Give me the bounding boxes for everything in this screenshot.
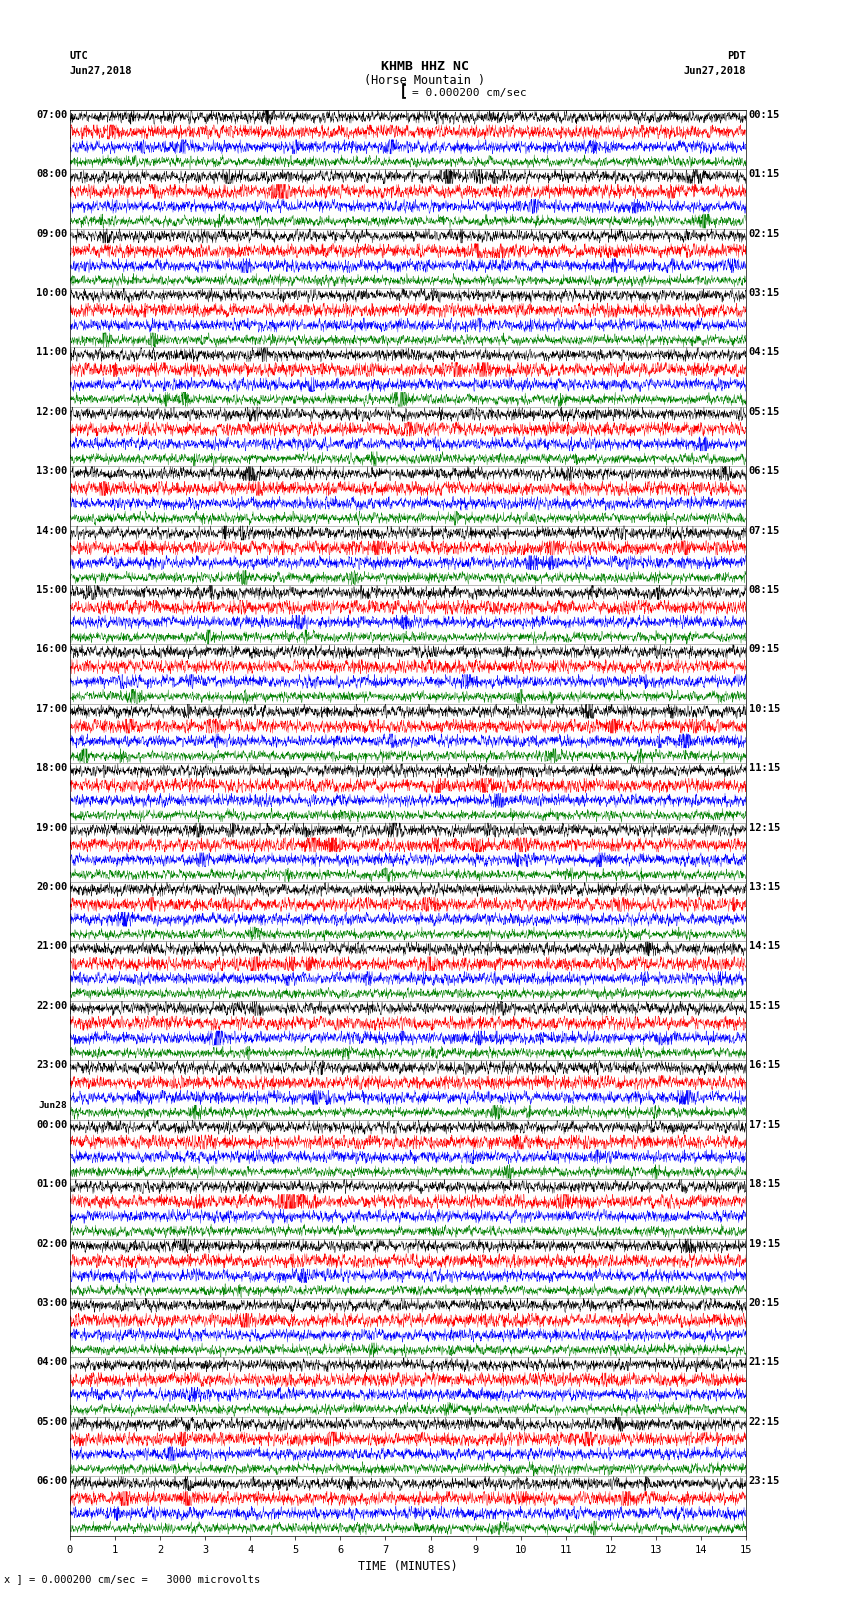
Text: 07:15: 07:15	[749, 526, 780, 536]
Text: 23:15: 23:15	[749, 1476, 780, 1486]
Text: 18:00: 18:00	[36, 763, 67, 773]
Text: 16:15: 16:15	[749, 1060, 780, 1071]
Text: 13:15: 13:15	[749, 882, 780, 892]
Text: 19:15: 19:15	[749, 1239, 780, 1248]
Text: 03:15: 03:15	[749, 287, 780, 298]
Text: 05:15: 05:15	[749, 406, 780, 416]
Text: 21:15: 21:15	[749, 1358, 780, 1368]
Text: 11:15: 11:15	[749, 763, 780, 773]
Text: 06:15: 06:15	[749, 466, 780, 476]
Text: 14:15: 14:15	[749, 942, 780, 952]
Text: 15:00: 15:00	[36, 586, 67, 595]
Text: 09:15: 09:15	[749, 644, 780, 655]
Text: 07:00: 07:00	[36, 110, 67, 119]
Text: 20:15: 20:15	[749, 1298, 780, 1308]
Text: 10:15: 10:15	[749, 703, 780, 715]
Text: 05:00: 05:00	[36, 1416, 67, 1428]
Text: Jun27,2018: Jun27,2018	[70, 66, 133, 76]
Text: = 0.000200 cm/sec: = 0.000200 cm/sec	[412, 89, 527, 98]
Text: 01:00: 01:00	[36, 1179, 67, 1189]
Text: PDT: PDT	[728, 52, 746, 61]
Text: 22:00: 22:00	[36, 1000, 67, 1011]
Text: 01:15: 01:15	[749, 169, 780, 179]
Text: 23:00: 23:00	[36, 1060, 67, 1071]
Text: 15:15: 15:15	[749, 1000, 780, 1011]
Text: 02:00: 02:00	[36, 1239, 67, 1248]
Text: 14:00: 14:00	[36, 526, 67, 536]
Text: Jun28: Jun28	[38, 1102, 67, 1110]
Text: 08:00: 08:00	[36, 169, 67, 179]
Text: 09:00: 09:00	[36, 229, 67, 239]
Text: 16:00: 16:00	[36, 644, 67, 655]
Text: 04:15: 04:15	[749, 347, 780, 358]
Text: 22:15: 22:15	[749, 1416, 780, 1428]
Text: 19:00: 19:00	[36, 823, 67, 832]
Text: KHMB HHZ NC: KHMB HHZ NC	[381, 60, 469, 73]
Text: 12:00: 12:00	[36, 406, 67, 416]
Text: Jun27,2018: Jun27,2018	[683, 66, 746, 76]
Text: 10:00: 10:00	[36, 287, 67, 298]
Text: 17:15: 17:15	[749, 1119, 780, 1129]
Text: 21:00: 21:00	[36, 942, 67, 952]
Text: (Horse Mountain ): (Horse Mountain )	[365, 74, 485, 87]
Text: [: [	[399, 84, 408, 98]
X-axis label: TIME (MINUTES): TIME (MINUTES)	[358, 1560, 458, 1573]
Text: 08:15: 08:15	[749, 586, 780, 595]
Text: 17:00: 17:00	[36, 703, 67, 715]
Text: 20:00: 20:00	[36, 882, 67, 892]
Text: 06:00: 06:00	[36, 1476, 67, 1486]
Text: 12:15: 12:15	[749, 823, 780, 832]
Text: 13:00: 13:00	[36, 466, 67, 476]
Text: 11:00: 11:00	[36, 347, 67, 358]
Text: 00:15: 00:15	[749, 110, 780, 119]
Text: 02:15: 02:15	[749, 229, 780, 239]
Text: 00:00: 00:00	[36, 1119, 67, 1129]
Text: 03:00: 03:00	[36, 1298, 67, 1308]
Text: 18:15: 18:15	[749, 1179, 780, 1189]
Text: 04:00: 04:00	[36, 1358, 67, 1368]
Text: UTC: UTC	[70, 52, 88, 61]
Text: x ] = 0.000200 cm/sec =   3000 microvolts: x ] = 0.000200 cm/sec = 3000 microvolts	[4, 1574, 260, 1584]
